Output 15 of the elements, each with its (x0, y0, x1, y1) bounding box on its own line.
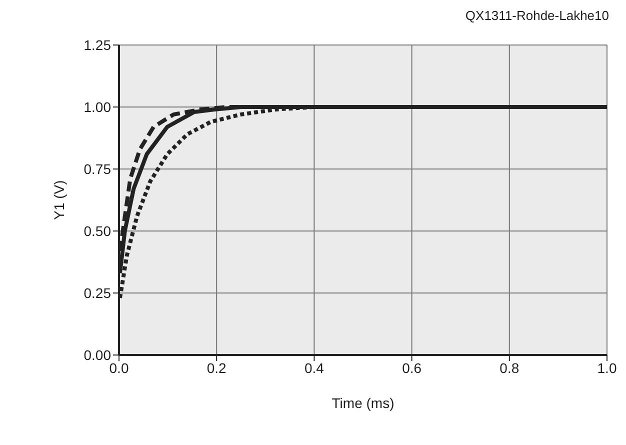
x-tick-label: 0.8 (500, 360, 520, 376)
x-tick-label: 0.2 (206, 360, 227, 376)
y-axis-title: Y1 (V) (50, 180, 67, 220)
x-tick-label: 0.4 (304, 360, 324, 376)
y-tick-label: 1.00 (84, 98, 112, 115)
x-tick-label: 0.6 (402, 360, 422, 376)
x-tick-label: 1.0 (597, 360, 617, 376)
y-tick-label: 0.75 (84, 160, 112, 177)
y-tick-label: 0.00 (84, 346, 112, 363)
x-tick-label: 0.0 (109, 360, 129, 376)
y-tick-label: 0.25 (84, 284, 112, 301)
text: QX1311-Rohde-Lakhe10 (465, 8, 609, 23)
y-tick-label: 1.25 (84, 36, 112, 53)
y-tick-label: 0.50 (84, 222, 112, 239)
x-axis-title: Time (ms) (332, 395, 394, 411)
